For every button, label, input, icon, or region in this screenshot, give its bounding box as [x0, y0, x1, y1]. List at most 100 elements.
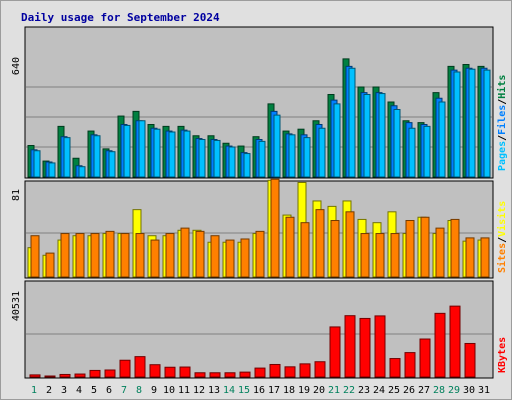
- legend: Pages/Files/Hits: [496, 75, 508, 171]
- bar-sites-day-30: [465, 237, 475, 278]
- bar-kbytes-day-1: [29, 374, 41, 378]
- legend-pages: Pages: [497, 141, 508, 171]
- legend-sites: Sites: [496, 243, 508, 273]
- bar-kbytes-day-17: [269, 363, 281, 378]
- bar-kbytes-day-18: [284, 366, 296, 378]
- bar-pages-day-5: [93, 135, 101, 178]
- bar-kbytes-day-10: [164, 366, 176, 378]
- legend-files: Files: [496, 105, 508, 135]
- panel-2: 81 Sites/Visits: [11, 178, 508, 279]
- x-tick-day-9: 9: [151, 385, 157, 396]
- bar-pages-day-12: [198, 139, 206, 178]
- bar-sites-day-7: [120, 233, 130, 278]
- bar-kbytes-day-15: [239, 371, 251, 378]
- bar-kbytes-day-27: [419, 338, 431, 378]
- x-tick-day-11: 11: [178, 385, 190, 396]
- bar-sites-day-20: [315, 209, 325, 278]
- legend-separator: /: [497, 135, 508, 141]
- x-tick-day-14: 14: [223, 385, 235, 396]
- legend: Sites/Visits: [496, 201, 508, 273]
- bar-sites-day-10: [165, 233, 175, 278]
- bar-kbytes-day-5: [89, 369, 101, 378]
- bar-kbytes-day-22: [344, 315, 356, 378]
- x-tick-day-5: 5: [91, 385, 97, 396]
- bar-pages-day-23: [363, 94, 371, 178]
- bar-kbytes-day-6: [104, 369, 116, 378]
- bar-kbytes-day-26: [404, 352, 416, 378]
- x-tick-day-28: 28: [433, 385, 445, 396]
- bar-pages-day-9: [153, 128, 161, 178]
- bar-kbytes-day-13: [209, 372, 221, 378]
- x-tick-day-30: 30: [463, 385, 475, 396]
- series-kbytes: [29, 305, 476, 378]
- bar-sites-day-27: [420, 216, 430, 278]
- legend-separator: /: [497, 99, 508, 105]
- bar-pages-day-11: [183, 130, 191, 178]
- bar-kbytes-day-4: [74, 373, 86, 378]
- x-tick-day-8: 8: [136, 385, 142, 396]
- bar-sites-day-17: [270, 178, 280, 278]
- bar-kbytes-day-23: [359, 317, 371, 378]
- bar-pages-day-30: [468, 68, 476, 178]
- x-tick-day-18: 18: [283, 385, 295, 396]
- x-tick-day-10: 10: [163, 385, 175, 396]
- legend-separator: /: [497, 237, 508, 243]
- bar-sites-day-11: [180, 227, 190, 278]
- bar-sites-day-31: [480, 237, 490, 278]
- bar-pages-day-22: [348, 67, 356, 178]
- bar-pages-day-16: [258, 140, 266, 178]
- bar-pages-day-4: [78, 166, 86, 178]
- x-tick-day-4: 4: [76, 385, 82, 396]
- bar-kbytes-day-25: [389, 358, 401, 378]
- bar-sites-day-15: [240, 238, 250, 278]
- x-tick-day-27: 27: [418, 385, 430, 396]
- x-tick-day-23: 23: [358, 385, 370, 396]
- legend: KBytes: [497, 337, 508, 373]
- bar-sites-day-29: [450, 218, 460, 278]
- bar-kbytes-day-16: [254, 367, 266, 378]
- bar-sites-day-12: [195, 230, 205, 278]
- bar-sites-day-6: [105, 230, 115, 278]
- bar-kbytes-day-2: [44, 375, 56, 378]
- bar-sites-day-5: [90, 233, 100, 278]
- x-tick-day-16: 16: [253, 385, 265, 396]
- bar-sites-day-23: [360, 233, 370, 278]
- x-tick-day-13: 13: [208, 385, 220, 396]
- bar-sites-day-22: [345, 211, 355, 278]
- bar-sites-day-25: [390, 233, 400, 278]
- series-sites: [30, 178, 490, 278]
- legend-visits: Visits: [496, 201, 508, 237]
- bar-kbytes-day-7: [119, 359, 131, 378]
- bar-sites-day-8: [135, 233, 145, 278]
- x-tick-day-26: 26: [403, 385, 415, 396]
- bar-kbytes-day-29: [449, 305, 461, 378]
- x-tick-day-22: 22: [343, 385, 355, 396]
- bar-pages-day-19: [303, 137, 311, 178]
- series-pages: [33, 67, 491, 178]
- x-tick-day-3: 3: [61, 385, 67, 396]
- bar-pages-day-24: [378, 93, 386, 178]
- legend-hits: Hits: [496, 75, 508, 99]
- bar-sites-day-21: [330, 220, 340, 278]
- x-tick-day-1: 1: [31, 385, 37, 396]
- bar-pages-day-3: [63, 137, 71, 178]
- bar-pages-day-10: [168, 131, 176, 178]
- bar-pages-day-17: [273, 114, 281, 178]
- chart-title: Daily usage for September 2024: [21, 11, 220, 24]
- bar-sites-day-14: [225, 239, 235, 278]
- panel-3: 40531 KBytes: [11, 280, 508, 379]
- x-tick-day-7: 7: [121, 385, 127, 396]
- bar-sites-day-19: [300, 222, 310, 278]
- bar-sites-day-28: [435, 227, 445, 278]
- bar-kbytes-day-9: [149, 364, 161, 378]
- bar-sites-day-3: [60, 233, 70, 278]
- x-tick-day-19: 19: [298, 385, 310, 396]
- x-tick-day-6: 6: [106, 385, 112, 396]
- bar-pages-day-26: [408, 127, 416, 178]
- bar-sites-day-13: [210, 235, 220, 278]
- bar-kbytes-day-21: [329, 326, 341, 378]
- bar-kbytes-day-24: [374, 315, 386, 378]
